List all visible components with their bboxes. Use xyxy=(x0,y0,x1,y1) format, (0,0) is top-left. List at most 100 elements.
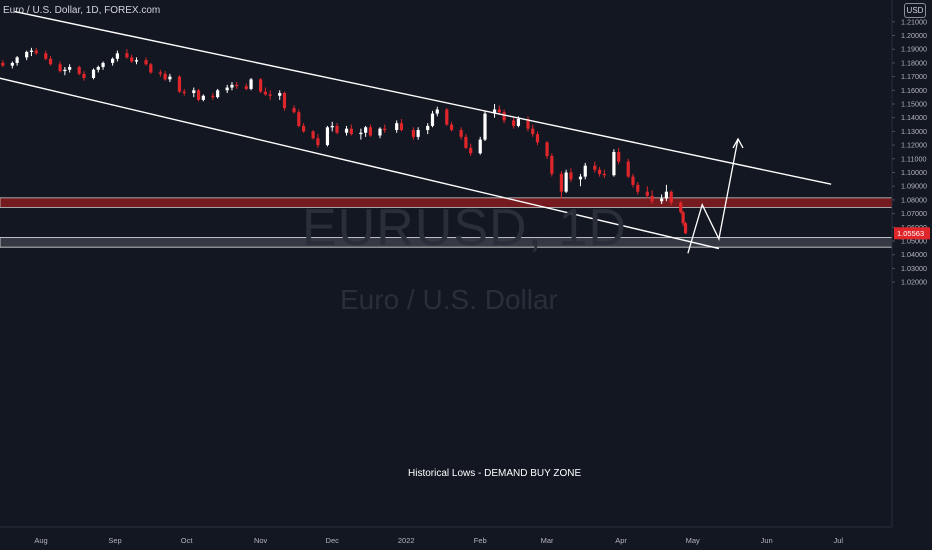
candle-body xyxy=(664,191,669,199)
candle xyxy=(330,121,334,132)
candle-body xyxy=(535,134,540,143)
candle-body xyxy=(44,53,48,59)
candle-body xyxy=(111,58,115,63)
candle-body xyxy=(612,151,616,176)
chart-title[interactable]: Euro / U.S. Dollar, 1D, FOREX.com xyxy=(3,5,161,16)
price-tick-label: 1.03000 xyxy=(901,264,927,273)
candle-body xyxy=(263,91,267,95)
candle-body xyxy=(502,112,506,121)
candle xyxy=(278,90,282,100)
candle-body xyxy=(68,67,72,70)
candle xyxy=(325,125,330,147)
candle-body xyxy=(134,60,139,62)
candle xyxy=(395,120,399,133)
time-tick-label: Dec xyxy=(326,536,340,545)
watermark-symbol: EURUSD, 1D xyxy=(302,199,627,257)
candle-body xyxy=(163,73,167,80)
channel-lower xyxy=(0,77,720,250)
candle xyxy=(430,110,435,128)
candle xyxy=(144,57,148,66)
candle-body xyxy=(430,113,435,126)
candle-body xyxy=(492,109,497,114)
candle-body xyxy=(130,57,134,62)
time-tick-label: Aug xyxy=(34,536,47,545)
candle xyxy=(679,201,683,214)
candle xyxy=(268,90,272,100)
candle-body xyxy=(395,123,399,131)
candle xyxy=(626,158,630,178)
candle-body xyxy=(645,191,649,196)
candle-body xyxy=(63,69,67,72)
candle xyxy=(681,210,685,226)
candle-body xyxy=(82,73,86,78)
price-tick-label: 1.18000 xyxy=(901,58,927,67)
candle-body xyxy=(359,132,363,135)
price-tick-label: 1.12000 xyxy=(901,141,927,150)
candle-body xyxy=(512,120,516,126)
candle xyxy=(25,50,29,61)
candle xyxy=(569,168,573,183)
candle-body xyxy=(249,79,253,89)
candle-body xyxy=(316,138,320,146)
candle xyxy=(163,71,167,81)
candle-body xyxy=(177,76,182,92)
currency-badge[interactable]: USD xyxy=(904,3,926,18)
candle-body xyxy=(516,119,521,126)
candle-body xyxy=(182,91,186,94)
candle xyxy=(344,125,349,136)
price-tick-label: 1.20000 xyxy=(901,31,927,40)
candle xyxy=(335,123,339,135)
candle xyxy=(249,77,253,91)
candle-body xyxy=(211,95,215,98)
candle-body xyxy=(91,69,96,78)
price-tick-label: 1.10000 xyxy=(901,168,927,177)
candle-body xyxy=(626,161,630,177)
candle xyxy=(111,57,115,66)
price-tick-label: 1.04000 xyxy=(901,250,927,259)
candle-body xyxy=(411,130,415,137)
candle-body xyxy=(1,62,5,66)
candle xyxy=(168,73,172,83)
candle xyxy=(593,161,597,173)
time-tick-label: May xyxy=(686,536,700,545)
price-tick-label: 1.21000 xyxy=(901,17,927,26)
candle-body xyxy=(268,94,272,96)
price-axis: 1.21000 1.20000 1.19000 1.18000 1.17000 1.160… xyxy=(891,0,932,550)
candle-body xyxy=(464,136,468,148)
candle-body xyxy=(378,128,382,136)
candle-body xyxy=(469,147,473,154)
candle-body xyxy=(144,60,148,65)
candle-body xyxy=(168,76,172,80)
current-price-label: 1.05563 xyxy=(897,229,924,238)
candle-body xyxy=(681,212,685,224)
candle-body xyxy=(435,109,439,114)
candle-body xyxy=(311,131,315,139)
candle-body xyxy=(569,172,573,180)
candle-body xyxy=(335,125,339,133)
candle xyxy=(645,186,649,199)
candle-body xyxy=(216,90,220,98)
time-tick-label: Apr xyxy=(615,536,627,545)
time-tick-label: Mar xyxy=(541,536,554,545)
candle-body xyxy=(636,184,640,192)
candle xyxy=(311,130,315,140)
candle xyxy=(201,94,205,102)
candle-body xyxy=(77,67,81,74)
candle xyxy=(583,162,587,180)
candle-body xyxy=(292,108,296,113)
candle xyxy=(617,147,621,165)
candle xyxy=(349,124,353,136)
candle xyxy=(612,149,616,177)
candle xyxy=(259,77,263,94)
candle xyxy=(125,49,129,59)
candle-body xyxy=(364,127,368,133)
candle xyxy=(48,56,53,66)
price-tick-label: 1.08000 xyxy=(901,195,927,204)
candle-body xyxy=(383,128,387,131)
candle xyxy=(316,134,320,148)
candle-body xyxy=(445,109,449,125)
candle xyxy=(177,75,182,94)
candle-body xyxy=(115,53,119,59)
candle-body xyxy=(34,50,38,54)
